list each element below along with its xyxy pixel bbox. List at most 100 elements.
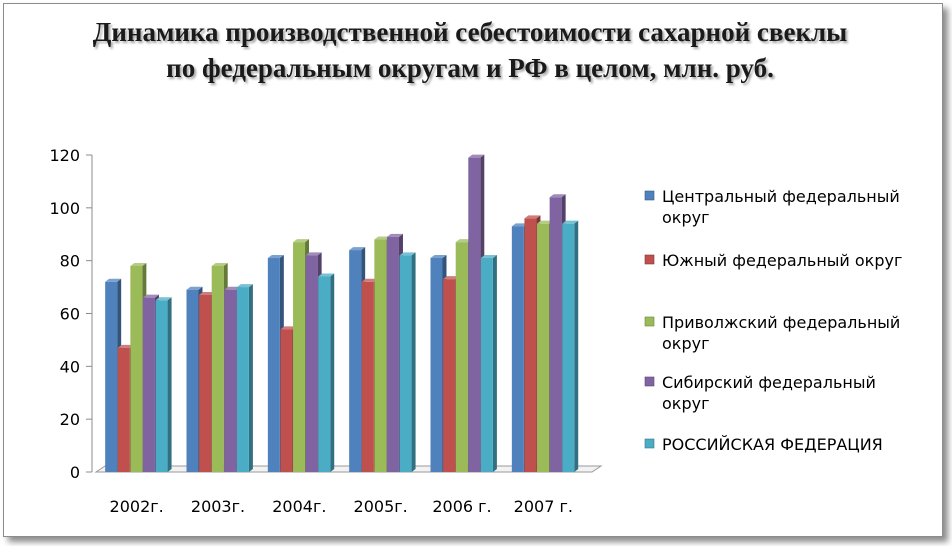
y-tick-label: 60 xyxy=(60,305,80,324)
bar-front xyxy=(236,287,249,472)
bar-top xyxy=(280,326,297,330)
bar-side xyxy=(574,220,579,472)
bar-top xyxy=(511,223,528,227)
bar-side xyxy=(248,284,253,472)
bar-top xyxy=(142,294,159,298)
bar-front xyxy=(386,236,399,472)
legend-item: Сибирский федеральный округ xyxy=(644,373,876,413)
bar-top xyxy=(155,297,172,301)
bar-top xyxy=(480,255,497,259)
y-tick-label: 20 xyxy=(60,410,80,429)
bar-top xyxy=(186,286,203,290)
bar-front xyxy=(374,239,387,472)
bar-front xyxy=(305,255,318,472)
bar-front xyxy=(130,265,143,472)
bar-top xyxy=(443,276,460,280)
bar-top xyxy=(305,252,322,256)
legend-label: РОССИЙСКАЯ ФЕДЕРАЦИЯ xyxy=(662,435,883,454)
bar-side xyxy=(492,255,497,472)
bar-front xyxy=(186,289,199,472)
bar-front xyxy=(267,258,280,472)
legend-item: Приволжский федеральный округ xyxy=(644,313,900,353)
bar-top xyxy=(267,255,284,259)
y-tick-label: 100 xyxy=(49,199,80,218)
bar-front xyxy=(455,242,468,472)
bar-top xyxy=(211,262,228,266)
bar-top xyxy=(199,292,216,296)
bar-front xyxy=(430,258,443,472)
bar-front xyxy=(293,242,306,472)
y-tick-label: 40 xyxy=(60,357,80,376)
bar-top xyxy=(374,236,391,240)
bar-side xyxy=(330,273,335,472)
bar-front xyxy=(443,279,456,472)
bar-top xyxy=(361,278,378,282)
x-tick-label: 2002г. xyxy=(110,497,164,516)
bar-top xyxy=(430,255,447,259)
bar-top xyxy=(524,215,541,219)
bar-top xyxy=(117,344,134,348)
bar-front xyxy=(280,329,293,472)
bar-front xyxy=(142,297,155,472)
bar-top xyxy=(386,233,403,237)
bar-front xyxy=(399,255,412,472)
legend-swatch xyxy=(644,376,655,387)
legend-label: Центральный федеральный округ xyxy=(662,187,900,227)
bar-front xyxy=(117,347,130,472)
legend-swatch xyxy=(644,254,655,265)
bar xyxy=(155,297,172,472)
bar-front xyxy=(361,281,374,472)
bar-side xyxy=(167,297,172,472)
bar xyxy=(562,220,579,472)
bar-top xyxy=(549,194,566,198)
bar-front xyxy=(199,295,212,472)
chart-title: Динамика производственной себестоимости … xyxy=(92,17,848,83)
legend-item: Южный федеральный округ xyxy=(644,251,902,270)
bar-front xyxy=(211,265,224,472)
bar-top xyxy=(537,220,554,224)
bar-front xyxy=(224,289,237,472)
bar-front xyxy=(537,223,550,472)
legend-swatch xyxy=(644,190,655,201)
bar-side xyxy=(411,252,416,472)
bar-top xyxy=(130,262,147,266)
x-tick-label: 2005г. xyxy=(354,497,408,516)
bar-top xyxy=(224,286,241,290)
bar xyxy=(399,252,416,472)
bar xyxy=(318,273,335,472)
x-tick-label: 2006 г. xyxy=(432,497,491,516)
bar-front xyxy=(318,276,331,472)
bar-top xyxy=(562,220,579,224)
bar-top xyxy=(399,252,416,256)
legend-label: Сибирский федеральный округ xyxy=(662,373,876,413)
bar-top xyxy=(105,278,122,282)
bar-front xyxy=(349,250,362,472)
y-tick-label: 120 xyxy=(49,146,80,165)
bar-front xyxy=(549,197,562,472)
bar-top xyxy=(293,239,310,243)
bar-front xyxy=(480,258,493,472)
y-tick-label: 0 xyxy=(70,463,80,482)
bar-top xyxy=(468,154,485,158)
bar-front xyxy=(468,157,481,472)
bar-top xyxy=(236,284,253,288)
bar-top xyxy=(318,273,335,277)
bar-front xyxy=(155,300,168,472)
bar-top xyxy=(455,239,472,243)
x-tick-label: 2004г. xyxy=(272,497,326,516)
x-tick-label: 2003г. xyxy=(191,497,245,516)
bar-front xyxy=(562,223,575,472)
y-tick-label: 80 xyxy=(60,252,80,271)
bar-front xyxy=(511,226,524,472)
legend-label: Южный федеральный округ xyxy=(662,251,902,270)
legend-swatch xyxy=(644,438,655,449)
bar xyxy=(480,255,497,472)
bar-front xyxy=(105,281,118,472)
legend-item: РОССИЙСКАЯ ФЕДЕРАЦИЯ xyxy=(644,435,883,454)
legend-swatch xyxy=(644,316,655,327)
legend-item: Центральный федеральный округ xyxy=(644,187,900,227)
x-tick-label: 2007 г. xyxy=(514,497,573,516)
bar-front xyxy=(524,218,537,472)
bar-top xyxy=(349,247,366,251)
